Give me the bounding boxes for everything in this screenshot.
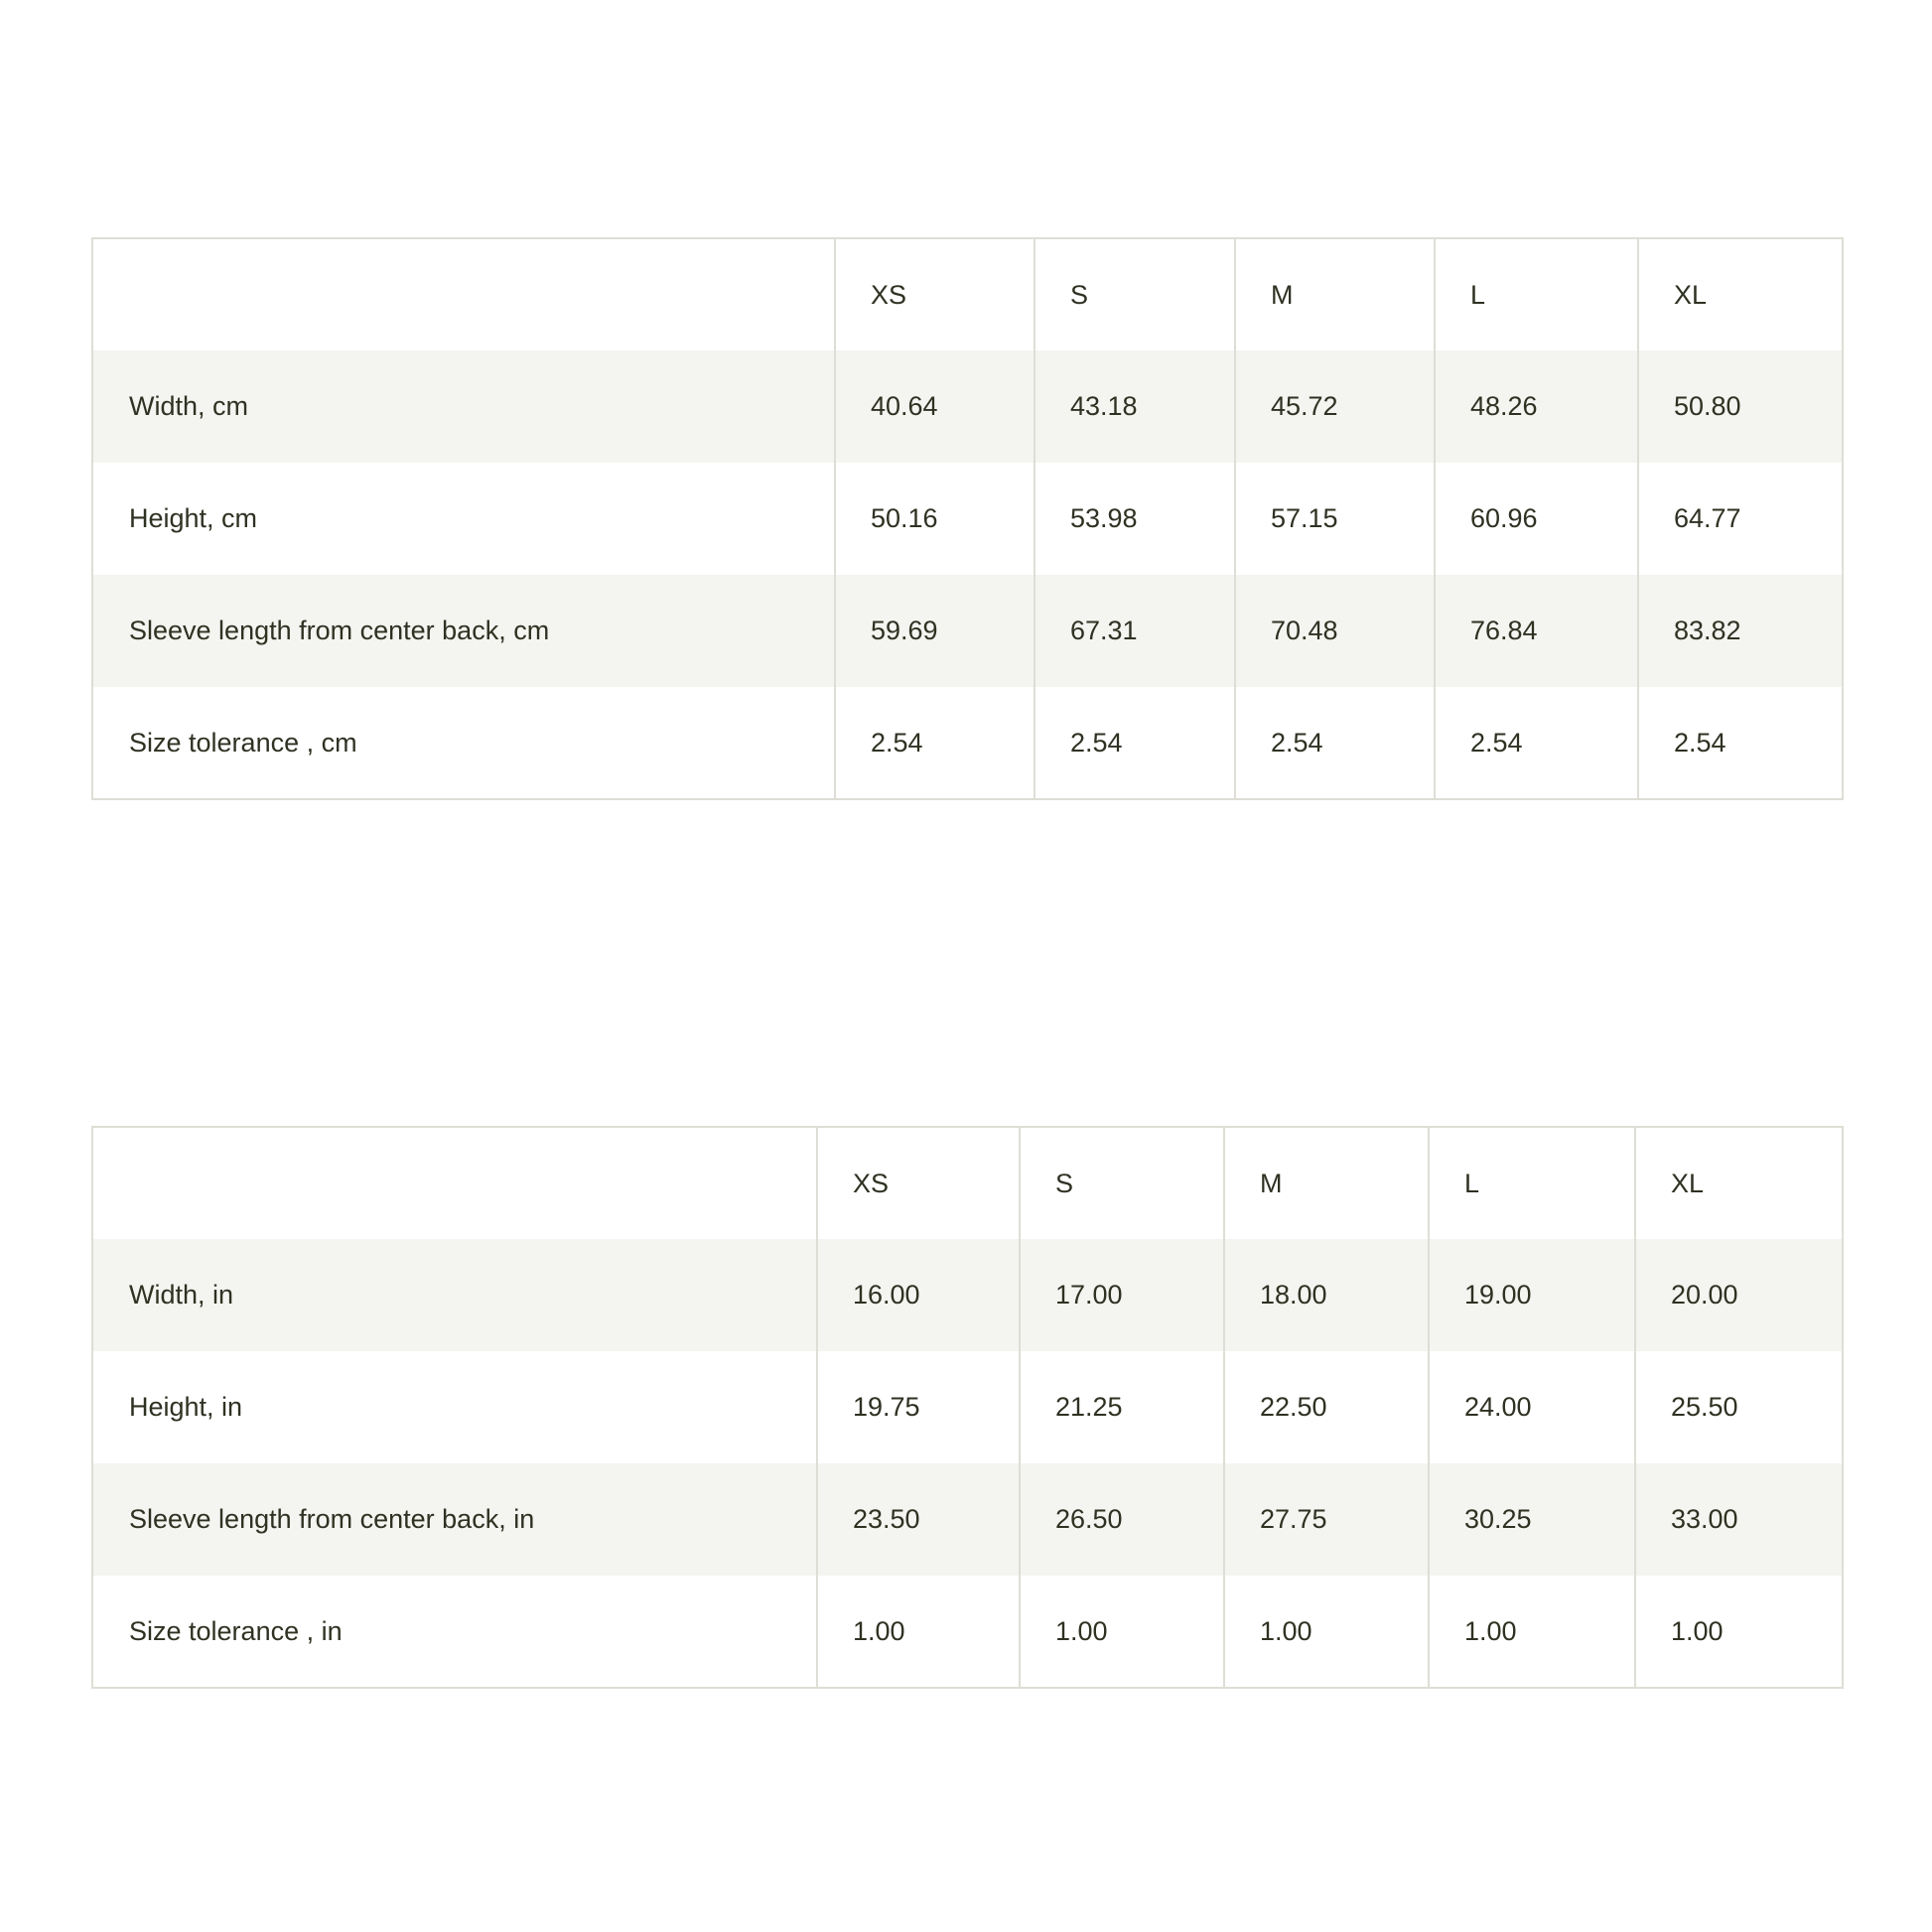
table-row: Width, cm 40.64 43.18 45.72 48.26 50.80 [92,350,1843,463]
measurement-cell: 24.00 [1428,1351,1635,1463]
measurement-cell: 18.00 [1223,1239,1429,1351]
row-label: Height, cm [129,503,258,533]
measurement-cell: 1.00 [1428,1576,1635,1688]
size-chart-cm: XS S M L XL Width, cm 40.64 43.18 45.72 48.26 50.8… [91,237,1844,800]
measurement-cell: 48.26 [1434,350,1638,463]
row-label: Height, in [129,1392,243,1422]
size-header: XS [816,1127,1020,1239]
measurement-cell: 16.00 [816,1239,1020,1351]
measurement-cell: 17.00 [1019,1239,1224,1351]
measurement-cell: 83.82 [1637,575,1843,687]
size-header: XL [1637,238,1843,350]
measurement-cell: 19.75 [816,1351,1020,1463]
measurement-cell: 22.50 [1223,1351,1429,1463]
size-header: S [1019,1127,1224,1239]
measurement-cell: 2.54 [834,687,1035,799]
header-row: XS S M L XL [92,1127,1843,1239]
table-row: Height, cm 50.16 53.98 57.15 60.96 64.77 [92,463,1843,575]
measurement-cell: 1.00 [816,1576,1020,1688]
measurement-cell: 27.75 [1223,1463,1429,1576]
size-header: L [1428,1127,1635,1239]
size-header: M [1223,1127,1429,1239]
corner-cell [92,238,835,350]
header-row: XS S M L XL [92,238,1843,350]
measurement-cell: 50.80 [1637,350,1843,463]
row-label: Size tolerance , in [129,1615,343,1646]
table-row: Sleeve length from center back, in 23.50 2… [92,1463,1843,1576]
measurement-cell: 1.00 [1634,1576,1843,1688]
measurement-cell: 30.25 [1428,1463,1635,1576]
table-row: Size tolerance , in 1.00 1.00 1.00 1.00 1.00 [92,1576,1843,1688]
measurement-cell: 70.48 [1234,575,1435,687]
row-label: Width, cm [92,350,835,463]
measurement-cell: 64.77 [1637,463,1843,575]
measurement-cell: 2.54 [1637,687,1843,799]
measurement-cell: 33.00 [1634,1463,1843,1576]
measurement-cell: 57.15 [1234,463,1435,575]
table-row: Size tolerance , cm 2.54 2.54 2.54 2.54 2.54 [92,687,1843,799]
measurement-cell: 19.00 [1428,1239,1635,1351]
corner-cell [92,1127,817,1239]
measurement-cell: 1.00 [1019,1576,1224,1688]
measurement-cell: 20.00 [1634,1239,1843,1351]
measurement-cell: 45.72 [1234,350,1435,463]
measurement-cell: 76.84 [1434,575,1638,687]
measurement-cell: 40.64 [834,350,1035,463]
measurement-cell: 67.31 [1034,575,1235,687]
size-header: XL [1634,1127,1843,1239]
measurement-cell: 21.25 [1019,1351,1224,1463]
size-chart-in: XS S M L XL Width, in 16.00 17.00 18.00 19.00 20.0… [91,1126,1844,1689]
row-label: Width, in [92,1239,817,1351]
measurement-cell: 25.50 [1634,1351,1843,1463]
size-header: XS [834,238,1035,350]
table-row: Width, in 16.00 17.00 18.00 19.00 20.00 [92,1239,1843,1351]
table-row: Height, in 19.75 21.25 22.50 24.00 25.50 [92,1351,1843,1463]
row-label: Size tolerance , cm [129,727,357,758]
measurement-cell: 43.18 [1034,350,1235,463]
size-header: L [1434,238,1638,350]
measurement-cell: 50.16 [834,463,1035,575]
measurement-cell: 59.69 [834,575,1035,687]
measurement-cell: 23.50 [816,1463,1020,1576]
table-row: Sleeve length from center back, cm 59.69 6… [92,575,1843,687]
measurement-cell: 53.98 [1034,463,1235,575]
measurement-cell: 2.54 [1234,687,1435,799]
measurement-cell: 2.54 [1034,687,1235,799]
size-header: S [1034,238,1235,350]
size-header: M [1234,238,1435,350]
measurement-cell: 26.50 [1019,1463,1224,1576]
row-label: Sleeve length from center back, cm [92,575,835,687]
measurement-cell: 60.96 [1434,463,1638,575]
measurement-cell: 2.54 [1434,687,1638,799]
measurement-cell: 1.00 [1223,1576,1429,1688]
row-label: Sleeve length from center back, in [92,1463,817,1576]
